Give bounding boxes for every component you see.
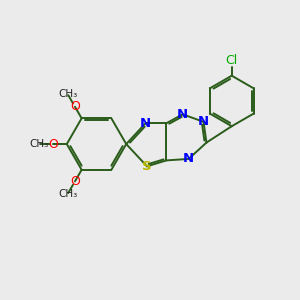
Text: O: O xyxy=(70,175,80,188)
Text: N: N xyxy=(183,152,194,165)
Text: CH₃: CH₃ xyxy=(58,89,77,99)
Text: Cl: Cl xyxy=(226,54,238,67)
Text: O: O xyxy=(49,138,58,151)
Text: S: S xyxy=(142,160,152,173)
Text: N: N xyxy=(140,117,151,130)
Text: CH₃: CH₃ xyxy=(58,189,77,199)
Text: CH₃: CH₃ xyxy=(29,139,48,149)
Text: N: N xyxy=(177,108,188,121)
Text: O: O xyxy=(70,100,80,113)
Text: N: N xyxy=(198,115,209,128)
